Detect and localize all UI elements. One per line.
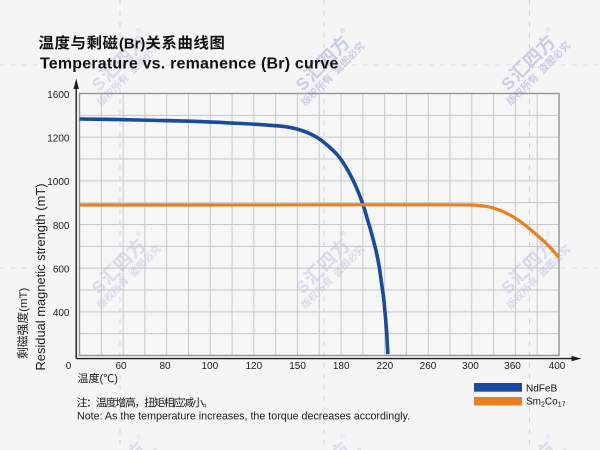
svg-text:): ) [114,373,118,385]
svg-text:80: 80 [159,361,171,372]
svg-text:150: 150 [289,361,306,372]
svg-text:400: 400 [53,308,70,319]
svg-text:300: 300 [462,361,479,372]
svg-text:(Br): (Br) [119,36,145,52]
svg-text:®: ® [544,25,554,35]
svg-text:100: 100 [201,361,218,372]
svg-text:1000: 1000 [47,177,70,188]
svg-text:NdFeB: NdFeB [526,383,557,394]
svg-text:Sm2Co17: Sm2Co17 [526,397,566,409]
svg-text:®: ® [544,228,554,238]
svg-text:1200: 1200 [47,134,70,145]
svg-text:800: 800 [53,221,70,232]
svg-text:®: ® [134,25,144,35]
svg-text:180: 180 [333,361,350,372]
svg-text:Note: As the temperature incre: Note: As the temperature increases, the … [77,411,410,423]
svg-text:®: ® [134,228,144,238]
svg-text:60: 60 [115,361,127,372]
svg-text:®: ® [134,431,144,441]
svg-text:400: 400 [549,361,566,372]
svg-text:®: ® [338,25,348,35]
svg-text:®: ® [338,228,348,238]
svg-text:®: ® [544,431,554,441]
svg-text:Temperature vs. remanence (Br): Temperature vs. remanence (Br) curve [40,56,339,73]
svg-text:1600: 1600 [47,90,70,101]
svg-text:220: 220 [376,361,393,372]
svg-text:360: 360 [504,361,521,372]
svg-text:0: 0 [66,361,72,372]
svg-text:(: ( [100,373,104,385]
svg-text:120: 120 [245,361,262,372]
svg-text:260: 260 [420,361,437,372]
svg-text:600: 600 [53,265,70,276]
svg-text:®: ® [338,431,348,441]
svg-text:Residual magnetic strength (mT: Residual magnetic strength (mT) [33,184,48,371]
svg-text:(mT): (mT) [18,288,30,312]
